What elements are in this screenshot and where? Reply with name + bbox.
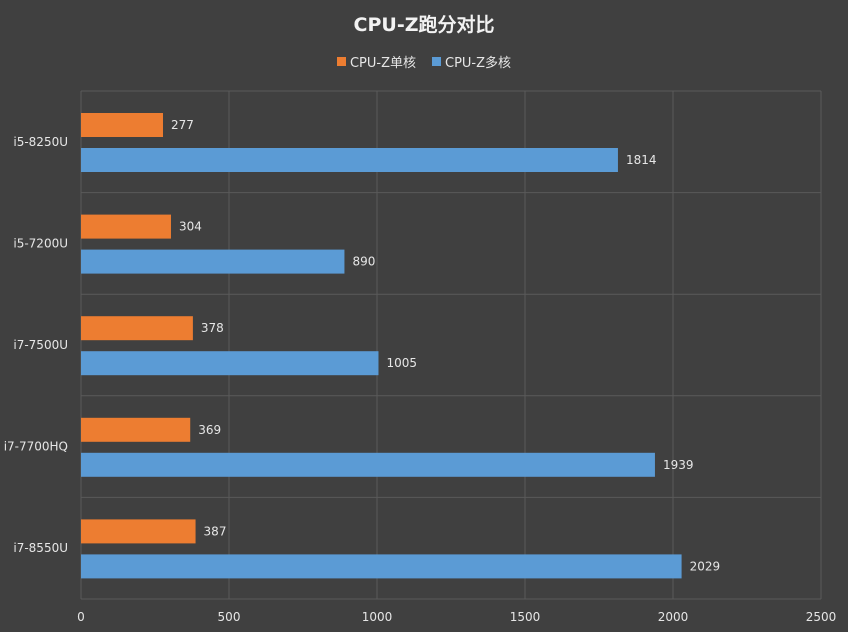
data-label-multi-core-i5-7200U: 890 [352,255,375,269]
legend-swatch-single-core [336,57,346,66]
x-tick-label-2500: 2500 [806,610,837,624]
x-tick-label-2000: 2000 [658,610,689,624]
legend-label-multi-core: CPU-Z多核 [445,56,512,71]
y-tick-label-i5-7200U: i5-7200U [13,236,68,250]
legend-item-single-core: CPU-Z单核 [336,52,416,71]
chart-title: CPU-Z跑分对比 [353,14,495,36]
bar-single-core-i5-7200U [81,214,171,239]
bar-single-core-i7-8550U [81,519,196,544]
bar-multi-core-i7-7700HQ [81,452,655,477]
bar-single-core-i7-7500U [81,316,193,341]
data-label-multi-core-i7-8550U: 2029 [690,559,721,573]
data-label-multi-core-i7-7500U: 1005 [386,356,417,370]
legend-label-single-core: CPU-Z单核 [349,56,416,71]
bar-multi-core-i5-7200U [81,249,345,274]
legend-swatch-multi-core [432,57,441,66]
data-label-single-core-i7-7500U: 378 [201,321,224,335]
y-tick-label-i7-7500U: i7-7500U [13,338,68,352]
data-label-single-core-i5-8250U: 277 [171,118,194,132]
bar-single-core-i7-7700HQ [81,417,191,442]
y-tick-label-i7-7700HQ: i7-7700HQ [4,440,68,454]
data-label-multi-core-i5-8250U: 1814 [626,153,657,167]
data-label-single-core-i7-8550U: 387 [204,524,227,538]
legend-item-multi-core: CPU-Z多核 [432,52,511,71]
y-tick-label-i5-8250U: i5-8250U [13,135,68,149]
bar-single-core-i5-8250U [81,113,163,137]
data-label-multi-core-i7-7700HQ: 1939 [663,458,694,472]
data-label-single-core-i7-7700HQ: 369 [198,423,221,437]
data-label-single-core-i5-7200U: 304 [179,220,202,234]
bar-multi-core-i7-8550U [81,554,682,579]
bar-multi-core-i5-8250U [81,148,618,172]
legend: CPU-Z单核 CPU-Z多核 [0,52,848,71]
y-tick-label-i7-8550U: i7-8550U [13,541,68,555]
x-tick-label-1000: 1000 [362,610,393,624]
bar-multi-core-i7-7500U [81,351,379,376]
x-tick-label-1500: 1500 [510,610,541,624]
x-tick-label-0: 0 [77,610,85,624]
x-tick-label-500: 500 [218,610,241,624]
